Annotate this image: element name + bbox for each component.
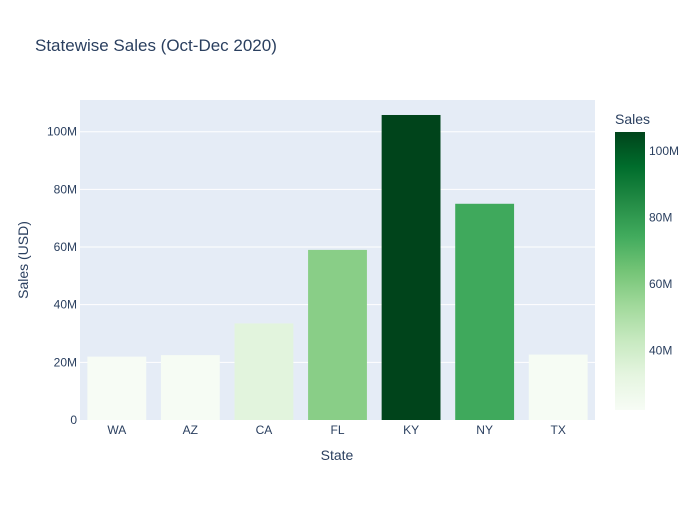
bars: [87, 114, 588, 420]
x-tick-label: FL: [330, 423, 344, 437]
bar-wa: [87, 356, 147, 420]
x-tick-label: WA: [107, 423, 126, 437]
bar-fl: [308, 249, 367, 420]
colorbar: [615, 132, 645, 410]
y-axis-title: Sales (USD): [15, 221, 31, 299]
colorbar-tick-label: 40M: [649, 343, 672, 357]
colorbar-ticks: 40M 60M 80M 100M: [649, 144, 679, 357]
y-tick-label: 60M: [54, 240, 77, 254]
chart-title: Statewise Sales (Oct-Dec 2020): [35, 36, 277, 55]
x-axis-ticks: WA AZ CA FL KY NY TX: [107, 423, 566, 437]
x-tick-label: NY: [476, 423, 493, 437]
bar-az: [160, 355, 220, 420]
x-axis-title: State: [321, 447, 354, 463]
y-tick-label: 40M: [54, 298, 77, 312]
y-tick-label: 0: [70, 413, 77, 427]
x-tick-label: KY: [403, 423, 419, 437]
colorbar-tick-label: 60M: [649, 277, 672, 291]
y-tick-label: 80M: [54, 182, 77, 196]
colorbar-tick-label: 100M: [649, 144, 679, 158]
y-axis-ticks: 0 20M 40M 60M 80M 100M: [47, 125, 77, 427]
bar-ca: [234, 323, 294, 420]
x-tick-label: AZ: [183, 423, 198, 437]
x-tick-label: TX: [551, 423, 566, 437]
bar-tx: [528, 354, 588, 420]
y-tick-label: 20M: [54, 355, 77, 369]
bar-ky: [381, 114, 441, 420]
colorbar-tick-label: 80M: [649, 211, 672, 225]
colorbar-title: Sales: [615, 111, 650, 127]
x-tick-label: CA: [256, 423, 273, 437]
y-tick-label: 100M: [47, 125, 77, 139]
bar-ny: [455, 203, 515, 420]
